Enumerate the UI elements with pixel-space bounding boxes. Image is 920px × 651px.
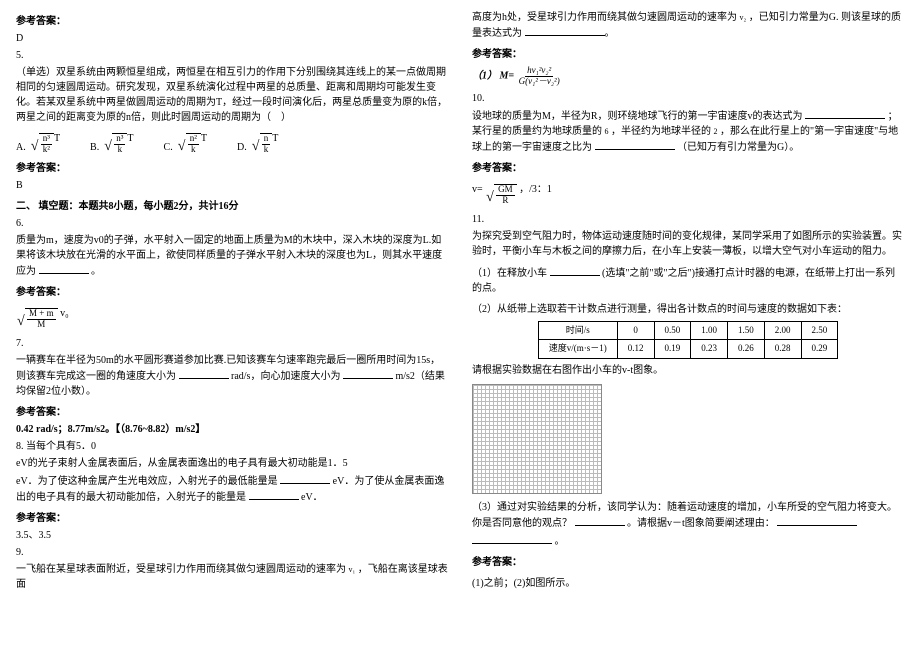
q11-part1: （1）在释放小车 (选填"之前"或"之后")接通打点计时器的电源，在纸带上打出一… <box>472 265 904 296</box>
option-a-label: A. <box>16 140 26 155</box>
q10-frac2: 2 <box>714 127 718 136</box>
q10-blank1 <box>805 108 885 119</box>
answer-label-10: 参考答案： <box>472 161 904 176</box>
table-cell: 0.12 <box>617 340 654 359</box>
q5-options: A. n³k²T B. n³kT C. n²kT D. nkT <box>16 131 448 155</box>
q6-text: 质量为m，速度为v0的子弹，水平射入一固定的地面上质量为M的木块中，深入木块的深… <box>16 233 448 279</box>
q11-part3: （3）通过对实验结果的分析，该同学认为：随着运动速度的增加，小车所受的空气阻力将… <box>472 500 904 531</box>
q9-answer-formula: （1） M= hv₁²v₂²G(v₁²－v₂²) <box>472 66 904 87</box>
table-cell: 0.19 <box>654 340 691 359</box>
q9-cont-line: 高度为h处，受星球引力作用而绕其做匀速圆周运动的速率为 v₂ ，已知引力常量为G… <box>472 10 904 41</box>
table-cell: 0.50 <box>654 321 691 340</box>
table-cell: 2.50 <box>801 321 838 340</box>
q6-blank <box>39 263 89 274</box>
q11-p3c: 。 <box>555 536 565 547</box>
q10-answer-formula: v= GMR ，/3：1 <box>472 180 904 208</box>
q8-blank1 <box>280 473 330 484</box>
answer-label-8: 参考答案： <box>16 511 448 526</box>
option-d-label: D. <box>237 140 247 155</box>
table-cell: 0.29 <box>801 340 838 359</box>
q9-text1: 一飞船在某星球表面附近，受星球引力作用而绕其做匀速圆周运动的速率为 <box>16 564 346 575</box>
q5-number: 5. <box>16 48 448 63</box>
option-b-label: B. <box>90 140 99 155</box>
q7-blank1 <box>179 368 229 379</box>
table-row: 速度v/(m·s－1) 0.12 0.19 0.23 0.26 0.28 0.2… <box>538 340 838 359</box>
q11-part3c: 。 <box>472 533 904 549</box>
q4-answer: D <box>16 31 448 46</box>
table-cell: 2.00 <box>764 321 801 340</box>
q10-number: 10. <box>472 91 904 106</box>
q10-blank2 <box>595 139 675 150</box>
q8-blank2 <box>249 489 299 500</box>
q6-number: 6. <box>16 216 448 231</box>
table-cell: 1.50 <box>728 321 765 340</box>
table-cell: 0.26 <box>728 340 765 359</box>
q9-cont: 高度为h处，受星球引力作用而绕其做匀速圆周运动的速率为 <box>472 12 737 23</box>
q7-blank2 <box>343 368 393 379</box>
q9-line: 一飞船在某星球表面附近，受星球引力作用而绕其做匀速圆周运动的速率为 v₁ ，飞船… <box>16 562 448 592</box>
q10-ans-prefix: v= <box>472 184 483 195</box>
table-row: 时间/s 0 0.50 1.00 1.50 2.00 2.50 <box>538 321 838 340</box>
answer-label-6: 参考答案： <box>16 285 448 300</box>
q5-text: （单选）双星系统由两颗恒星组成，两恒星在相互引力的作用下分别围绕其连线上的某一点… <box>16 65 448 125</box>
q8-text5: eV． <box>301 492 323 503</box>
answer-label-4: 参考答案： <box>16 14 448 29</box>
q9-ans-prefix: （1） <box>472 71 497 82</box>
q8-text1: 8. 当每个具有5．0 <box>16 439 448 454</box>
answer-label-9: 参考答案： <box>472 47 904 62</box>
section2-title: 二、 填空题：本题共8小题，每小题2分，共计16分 <box>16 199 448 214</box>
q11-blank3a <box>575 515 625 526</box>
right-column: 高度为h处，受星球引力作用而绕其做匀速圆周运动的速率为 v₂ ，已知引力常量为G… <box>460 8 916 643</box>
q11-number: 11. <box>472 212 904 227</box>
option-c-label: C. <box>164 140 173 155</box>
option-c: C. n²kT <box>164 131 207 155</box>
q6-period: 。 <box>91 266 101 277</box>
table-cell: 0 <box>617 321 654 340</box>
answer-label-11: 参考答案： <box>472 555 904 570</box>
q9-number: 9. <box>16 545 448 560</box>
graph-grid <box>472 384 602 494</box>
q10-t5: （已知万有引力常量为G）。 <box>677 142 799 153</box>
q7-answer: 0.42 rad/s；8.77m/s2。【（8.76~8.82）m/s2】 <box>16 422 448 437</box>
option-a: A. n³k²T <box>16 131 60 155</box>
answer-label-5: 参考答案： <box>16 161 448 176</box>
q5-answer: B <box>16 178 448 193</box>
table-cell: 0.28 <box>764 340 801 359</box>
q10-ans-suffix: ，/3：1 <box>519 184 552 195</box>
q10-t1: 设地球的质量为M，半径为R，则环绕地球飞行的第一宇宙速度v的表达式为 <box>472 111 803 122</box>
q11-blank1 <box>550 265 600 276</box>
table-cell: 1.00 <box>691 321 728 340</box>
q10-frac1: 6 <box>605 127 609 136</box>
answer-label-7: 参考答案： <box>16 405 448 420</box>
table-cell: 0.23 <box>691 340 728 359</box>
q6-formula-suffix: v₀ <box>60 308 69 319</box>
q11-answer: (1)之前；(2)如图所示。 <box>472 576 904 591</box>
q11-blank3c <box>472 533 552 544</box>
option-b: B. n³kT <box>90 131 133 155</box>
q10-t3: ，半径约为地球半径的 <box>611 126 711 137</box>
option-d: D. nkT <box>237 131 278 155</box>
q8-text3: eV．为了使这种金属产生光电效应，入射光子的最低能量是 <box>16 476 278 487</box>
q9-v1: v₁ <box>349 565 356 574</box>
q11-p1a: （1）在释放小车 <box>472 268 547 279</box>
q11-p3b: 。请根据v－t图象简要阐述理由： <box>627 518 775 529</box>
table-cell: 时间/s <box>538 321 617 340</box>
q8-answer: 3.5、3.5 <box>16 528 448 543</box>
q11-text1: 为探究受到空气阻力时，物体运动速度随时间的变化规律，某同学采用了如图所示的实验装… <box>472 229 904 259</box>
q7-text: 一辆赛车在半径为50m的水平圆形赛道参加比赛.已知该赛车匀速率跑完最后一圈所用时… <box>16 353 448 399</box>
q7-number: 7. <box>16 336 448 351</box>
table-cell: 速度v/(m·s－1) <box>538 340 617 359</box>
q9-blank <box>525 25 605 36</box>
data-table: 时间/s 0 0.50 1.00 1.50 2.00 2.50 速度v/(m·s… <box>538 321 839 359</box>
left-column: 参考答案： D 5. （单选）双星系统由两颗恒星组成，两恒星在相互引力的作用下分… <box>4 8 460 643</box>
q11-part2: （2）从纸带上选取若干计数点进行测量，得出各计数点的时间与速度的数据如下表： <box>472 302 904 317</box>
q6-answer-formula: M + mM v₀ <box>16 304 448 332</box>
q7-text-span2: rad/s，向心加速度大小为 <box>231 371 340 382</box>
q9-v2: v₂ <box>740 13 747 22</box>
q10-line: 设地球的质量为M，半径为R，则环绕地球飞行的第一宇宙速度v的表达式为 ；某行星的… <box>472 108 904 155</box>
q11-p2b: 请根据实验数据在右图作出小车的v-t图象。 <box>472 363 904 378</box>
q11-blank3b <box>777 515 857 526</box>
q8-text2: eV的光子束射人金属表面后，从金属表面逸出的电子具有最大初动能是1．5 <box>16 456 448 471</box>
q8-line3: eV．为了使这种金属产生光电效应，入射光子的最低能量是 eV．为了使从金属表面逸… <box>16 473 448 505</box>
